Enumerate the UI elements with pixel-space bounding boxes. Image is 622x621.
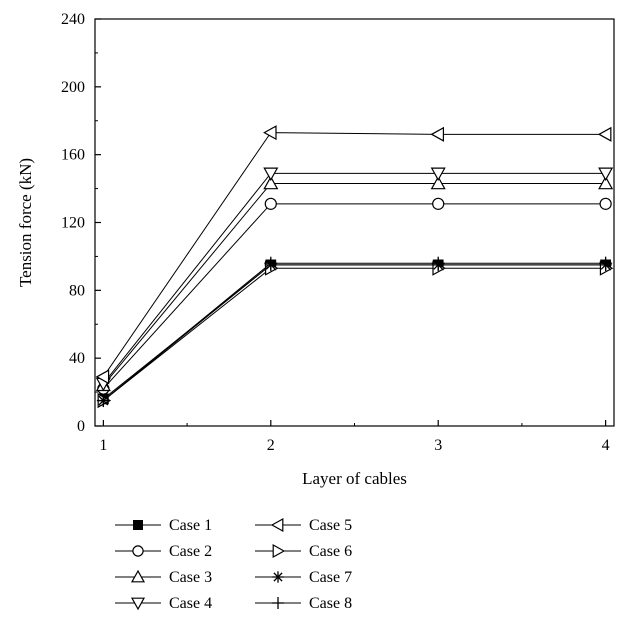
y-axis-title: Tension force (kN) xyxy=(16,158,35,287)
marker-triangle-up xyxy=(130,569,146,583)
series-line xyxy=(103,264,606,400)
marker-triangle-left xyxy=(597,126,612,142)
y-tick-label: 160 xyxy=(61,147,85,164)
y-tick-label: 40 xyxy=(69,350,85,367)
marker-circle xyxy=(599,197,612,210)
legend: Case 1 Case 2 Case 3 Case 4 Case 5 Case 6 Case… xyxy=(115,517,352,612)
series-5 xyxy=(95,125,612,385)
marker-plus xyxy=(599,256,613,270)
marker-triangle-left xyxy=(263,125,277,141)
y-tick-label: 240 xyxy=(61,11,85,28)
series-line xyxy=(103,267,606,401)
legend-item: Case 4 xyxy=(115,595,212,612)
series-line xyxy=(102,182,606,386)
marker-triangle-left xyxy=(270,517,284,533)
x-tick-label: 2 xyxy=(267,437,275,454)
legend-item: Case 8 xyxy=(255,595,352,612)
legend-label: Case 4 xyxy=(169,595,212,612)
marker-circle xyxy=(432,197,445,210)
marker-plus xyxy=(272,597,284,609)
series-4 xyxy=(95,167,614,392)
plot-frame xyxy=(94,18,615,427)
marker-triangle-up xyxy=(598,175,614,190)
legend-item: Case 6 xyxy=(255,543,352,560)
series-line xyxy=(102,132,606,378)
series-8 xyxy=(96,256,613,408)
axes: 0 40 80 120 160 200 240 1 2 3 4 Layer of cables Tens… xyxy=(16,11,615,488)
y-tick-label: 80 xyxy=(69,282,85,299)
series-line xyxy=(103,203,606,390)
y-tick-label: 200 xyxy=(61,79,85,96)
series-line xyxy=(102,172,606,384)
legend-label: Case 1 xyxy=(169,517,212,534)
x-axis-title: Layer of cables xyxy=(302,469,407,488)
marker-filled-square xyxy=(133,520,143,530)
marker-triangle-up xyxy=(263,175,279,190)
legend-item: Case 5 xyxy=(255,517,352,534)
series-2 xyxy=(97,197,612,395)
legend-label: Case 5 xyxy=(309,517,352,534)
marker-triangle-up xyxy=(430,175,446,190)
y-tick-label: 120 xyxy=(61,215,85,232)
legend-item: Case 1 xyxy=(115,517,212,534)
series-line xyxy=(103,262,606,401)
x-tick-label: 3 xyxy=(434,437,442,454)
marker-asterisk xyxy=(272,571,284,583)
y-tick-label: 0 xyxy=(77,418,85,435)
marker-plus xyxy=(264,256,278,270)
series-1 xyxy=(97,259,612,405)
series-line xyxy=(103,264,606,401)
marker-triangle-down xyxy=(430,167,446,182)
marker-triangle-down xyxy=(263,167,279,182)
marker-circle xyxy=(264,197,277,210)
marker-triangle-down xyxy=(130,597,146,611)
series-3 xyxy=(95,175,614,392)
legend-label: Case 7 xyxy=(309,569,352,586)
marker-triangle-left xyxy=(430,126,445,142)
series-layer xyxy=(95,125,614,409)
marker-triangle-down xyxy=(598,167,614,182)
marker-triangle-left xyxy=(95,369,110,385)
x-tick-label: 4 xyxy=(602,437,610,454)
marker-plus xyxy=(431,256,445,270)
legend-label: Case 8 xyxy=(309,595,352,612)
x-tick-label: 1 xyxy=(99,437,107,454)
legend-item: Case 7 xyxy=(255,569,352,586)
marker-circle xyxy=(132,545,144,557)
marker-triangle-right xyxy=(272,543,286,559)
legend-label: Case 6 xyxy=(309,543,352,560)
legend-item: Case 3 xyxy=(115,569,212,586)
legend-label: Case 3 xyxy=(169,569,212,586)
series-7 xyxy=(97,258,612,407)
asterisk-stroke xyxy=(273,572,283,582)
legend-item: Case 2 xyxy=(115,543,212,560)
series-6 xyxy=(97,260,614,409)
marker-plus xyxy=(96,394,110,408)
legend-label: Case 2 xyxy=(169,543,212,560)
